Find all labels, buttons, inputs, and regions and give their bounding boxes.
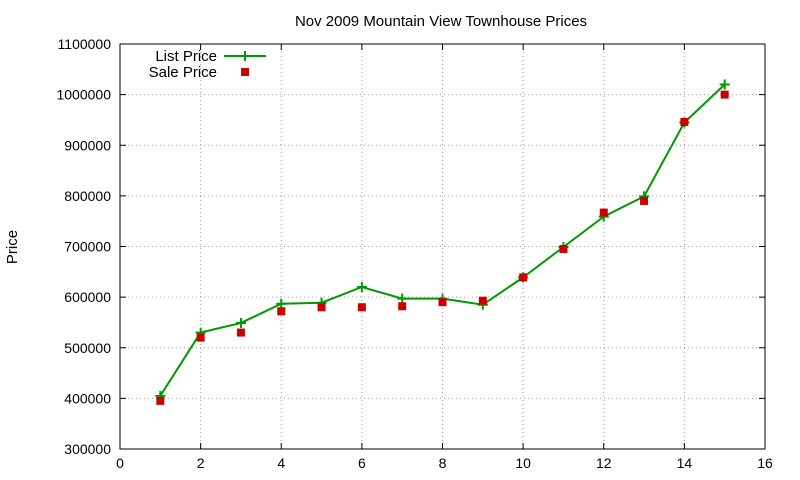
data-point <box>680 117 689 126</box>
legend-item: List Price <box>155 48 266 65</box>
data-point <box>357 303 366 312</box>
x-tick-label: 6 <box>358 455 366 471</box>
y-tick-label: 1100000 <box>58 36 112 52</box>
data-point <box>276 298 287 309</box>
y-tick-label: 800000 <box>64 188 111 204</box>
y-tick-label: 700000 <box>64 239 111 255</box>
series <box>155 79 730 405</box>
data-point <box>236 328 245 337</box>
data-point <box>235 317 246 328</box>
data-point <box>277 307 286 316</box>
x-tick-label: 2 <box>197 455 205 471</box>
x-tick-label: 16 <box>757 455 773 471</box>
data-point <box>156 396 165 405</box>
y-tick-label: 300000 <box>64 441 111 457</box>
legend-swatch-marker <box>240 51 250 61</box>
legend-swatch-marker <box>241 68 249 76</box>
data-point <box>519 273 528 282</box>
data-point <box>398 302 407 311</box>
data-point <box>559 245 568 254</box>
y-tick-label: 1000000 <box>56 87 111 103</box>
data-point <box>478 296 487 305</box>
y-tick-label: 400000 <box>64 390 111 406</box>
x-tick-label: 8 <box>439 455 447 471</box>
legend-item: Sale Price <box>149 64 249 81</box>
data-point <box>397 293 408 304</box>
data-point <box>317 303 326 312</box>
data-point <box>356 282 367 292</box>
chart-title: Nov 2009 Mountain View Townhouse Prices <box>295 13 587 30</box>
tick-labels: 0 2 4 6 8 10 12 14 16 300000 400000 500000 600000 700… <box>56 36 773 471</box>
axis-ticks <box>119 43 766 450</box>
data-point <box>720 90 729 99</box>
data-point <box>438 298 447 307</box>
data-point <box>719 79 730 90</box>
legend-label: Sale Price <box>149 64 217 81</box>
y-tick-label: 600000 <box>64 289 111 305</box>
x-tick-label: 10 <box>515 455 531 471</box>
x-tick-label: 12 <box>596 455 612 471</box>
series-sale-price <box>156 90 729 405</box>
data-point <box>640 196 649 205</box>
y-tick-label: 900000 <box>64 137 111 153</box>
legend-label: List Price <box>155 48 217 65</box>
data-point <box>196 333 205 342</box>
x-tick-label: 14 <box>677 455 693 471</box>
x-tick-label: 0 <box>116 455 124 471</box>
y-tick-label: 500000 <box>64 340 111 356</box>
y-axis-label: Price <box>4 230 21 264</box>
x-tick-label: 4 <box>277 455 285 471</box>
data-point <box>599 208 608 217</box>
grid <box>120 44 765 449</box>
